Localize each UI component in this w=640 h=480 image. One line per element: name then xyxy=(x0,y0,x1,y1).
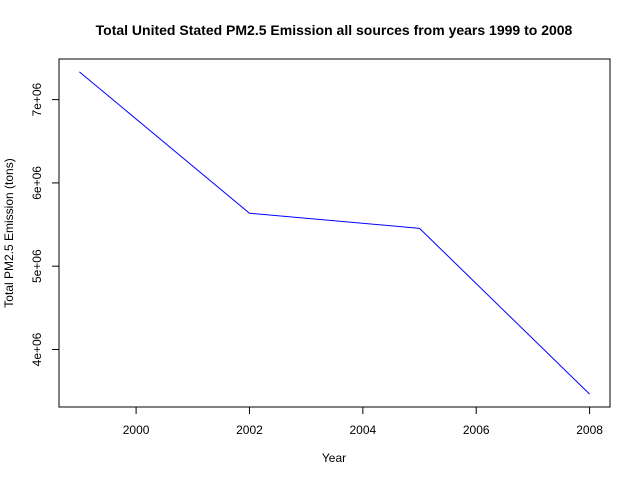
x-tick-label: 2006 xyxy=(463,423,490,437)
x-tick-label: 2004 xyxy=(349,423,376,437)
y-tick-label: 4e+06 xyxy=(30,332,44,366)
y-tick-label: 6e+06 xyxy=(30,166,44,200)
x-axis-label: Year xyxy=(322,451,346,465)
x-tick-label: 2002 xyxy=(236,423,263,437)
y-axis-label: Total PM2.5 Emission (tons) xyxy=(2,158,16,307)
x-axis: 2000 2002 2004 2006 2008 xyxy=(123,407,603,437)
y-axis: 4e+06 5e+06 6e+06 7e+06 xyxy=(30,82,59,366)
series-line xyxy=(79,71,590,395)
y-tick-label: 5e+06 xyxy=(30,249,44,283)
chart-title: Total United Stated PM2.5 Emission all s… xyxy=(96,22,573,38)
y-tick-label: 7e+06 xyxy=(30,82,44,116)
x-tick-label: 2000 xyxy=(123,423,150,437)
x-tick-label: 2008 xyxy=(576,423,603,437)
plot-frame xyxy=(58,58,611,408)
series-layer xyxy=(79,71,590,395)
